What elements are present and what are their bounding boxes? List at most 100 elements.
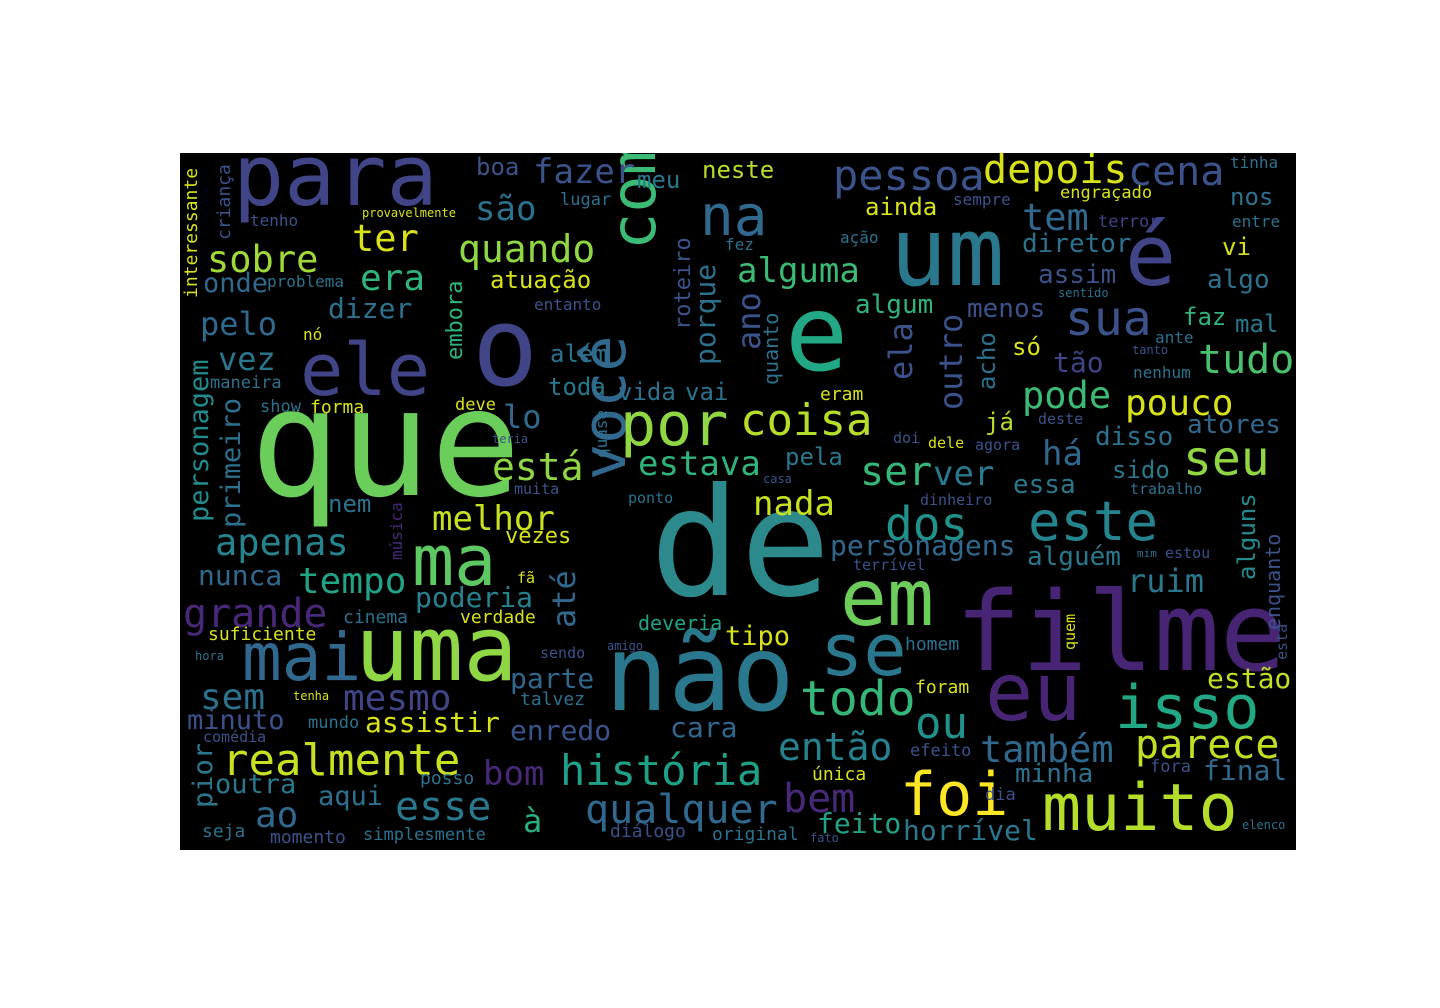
word-fato: fato [810,831,839,845]
word-há: há [1042,434,1083,474]
word-porque: porque [689,264,722,365]
word-não: não [605,613,795,735]
word-nem: nem [328,490,371,518]
word-alguma: alguma [737,251,860,291]
word-minuto: minuto [187,705,285,736]
word-amigo: amigo [607,639,643,653]
word-deste: deste [1038,410,1083,428]
word-você: você [570,336,640,481]
word-esse: esse [395,784,491,830]
word-vez: vez [218,340,276,378]
word-parece: parece [1135,722,1280,768]
word-sem: sem [200,677,265,718]
word-enredo: enredo [510,714,611,747]
word-simplesmente: simplesmente [363,825,486,845]
word-neste: neste [702,156,774,184]
word-ser: ser [860,449,932,495]
word-cara: cara [670,711,737,744]
word-foi: foi [900,760,1008,830]
word-um: um [890,198,1004,308]
word-quando: quando [458,227,595,271]
word-casa: casa [763,472,792,486]
word-dia: dia [985,785,1016,805]
word-diretor: diretor [1022,229,1132,259]
word-sido: sido [1112,456,1170,484]
word-eram: eram [820,384,863,405]
word-tempo: tempo [298,561,406,602]
word-vai: vai [685,378,728,406]
word-estava: estava [638,444,761,484]
word-era: era [360,258,425,299]
word-de: de [650,457,831,631]
word-comédia: comédia [203,728,266,746]
word-ver: ver [933,454,994,494]
word-só: só [1012,333,1041,361]
word-quase: quase [592,410,611,458]
word-ele: ele [300,328,430,412]
word-cena: cena [1128,153,1224,195]
word-boa: boa [476,153,519,181]
word-à: à [523,802,542,840]
word-que: que [250,357,521,531]
word-também: também [980,728,1114,771]
word-tinha: tinha [1230,153,1278,172]
word-minha: minha [1015,759,1093,789]
word-única: única [812,764,866,785]
word-tenho: tenho [250,211,298,230]
word-problema: problema [267,272,344,291]
word-dinheiro: dinheiro [920,491,992,509]
word-alguém: alguém [1027,542,1121,572]
word-assim: assim [1038,260,1116,290]
word-menos: menos [967,294,1045,324]
word-seja: seja [202,821,245,842]
word-já: já [985,408,1014,436]
word-tão: tão [1053,346,1104,379]
word-tem: tem [1022,196,1089,239]
word-sempre: sempre [953,190,1011,209]
word-estão: estão [1207,662,1291,695]
word-esta: esta [1273,624,1291,660]
word-mim: mim [1137,547,1157,560]
word-onde: onde [203,268,268,299]
word-para: para [233,153,438,226]
word-história: história [560,746,762,795]
word-sobre: sobre [207,238,318,281]
word-acho: acho [973,332,1001,390]
word-atuação: atuação [490,266,591,294]
word-nos: nos [1230,183,1273,211]
word-talvez: talvez [520,689,585,710]
word-como: como [597,153,670,250]
word-lo: lo [503,398,542,436]
word-dos: dos [885,497,968,551]
word-forma: forma [310,397,364,418]
word-entanto: entanto [534,295,601,314]
word-o: o [472,283,538,411]
word-provavelmente: provavelmente [362,206,456,220]
word-terror: terror [1098,212,1159,232]
word-suficiente: suficiente [208,624,316,645]
word-sendo: sendo [540,644,585,662]
word-tudo: tudo [1198,337,1294,383]
word-sua: sua [1065,291,1152,347]
word-bom: bom [483,754,544,794]
word-pior: pior [188,743,219,808]
word-embora: embora [443,281,468,360]
word-sentido: sentido [1058,286,1109,300]
word-doi: doi [893,429,920,447]
word-nó: nó [303,325,322,344]
word-mal: mal [1235,310,1278,338]
word-em: em [840,554,934,644]
word-até: até [545,570,583,628]
word-primeiro: primeiro [216,398,247,528]
word-momento: momento [270,827,346,848]
word-ela: ela [882,322,920,380]
word-personagens: personagens [830,529,1015,562]
word-entre: entre [1232,212,1280,231]
word-música: música [387,502,406,560]
word-lugar: lugar [560,190,611,210]
word-mai: mai [242,619,361,696]
word-final: final [1203,754,1287,787]
word-outro: outro [932,314,970,410]
word-feito: feito [817,807,901,840]
word-ter: ter [352,217,419,260]
